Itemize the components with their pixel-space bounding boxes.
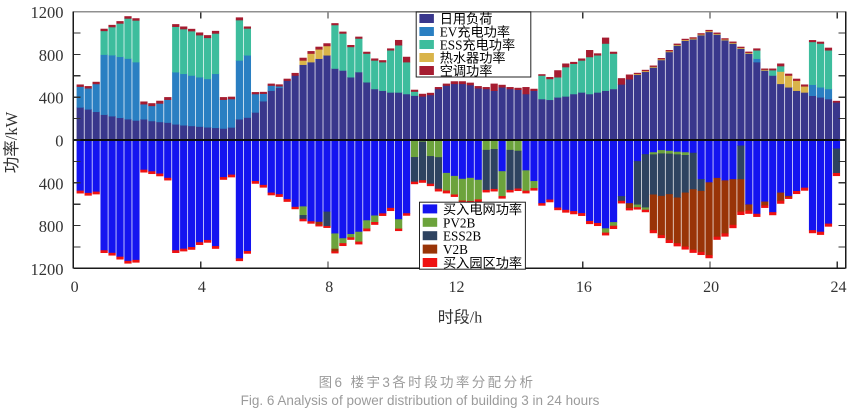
svg-text:24: 24 [831,279,847,296]
svg-text:800: 800 [39,46,64,65]
svg-text:0: 0 [55,132,63,151]
svg-text:0: 0 [71,279,79,296]
svg-text:图6 楼宇3各时段功率分配分析: 图6 楼宇3各时段功率分配分析 [319,374,536,390]
svg-text:热水器功率: 热水器功率 [440,50,506,66]
svg-text:12: 12 [449,279,465,296]
svg-text:ESS2B: ESS2B [443,229,481,244]
svg-text:20: 20 [703,279,719,296]
svg-text:PV2B: PV2B [443,215,475,230]
svg-text:400: 400 [39,174,64,193]
svg-text:功率/kW: 功率/kW [2,111,21,173]
svg-text:4: 4 [198,279,206,296]
svg-text:800: 800 [39,217,64,236]
svg-text:Fig. 6 Analysis of power distr: Fig. 6 Analysis of power distribution of… [241,393,600,408]
svg-text:空调功率: 空调功率 [440,63,493,79]
svg-text:8: 8 [325,279,333,296]
svg-text:EV充电功率: EV充电功率 [440,24,510,40]
svg-text:时段/h: 时段/h [438,309,482,327]
svg-text:买入园区功率: 买入园区功率 [443,255,522,271]
svg-text:1200: 1200 [31,260,64,279]
svg-text:日用负荷: 日用负荷 [440,12,493,27]
svg-text:1200: 1200 [31,3,64,22]
svg-text:V2B: V2B [443,242,468,257]
svg-text:400: 400 [39,89,64,108]
svg-text:买入电网功率: 买入电网功率 [443,201,522,217]
svg-text:16: 16 [576,279,592,296]
svg-text:ESS充电功率: ESS充电功率 [440,37,515,53]
